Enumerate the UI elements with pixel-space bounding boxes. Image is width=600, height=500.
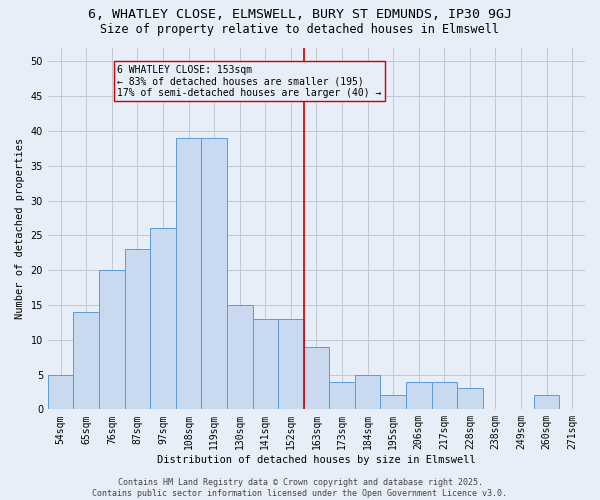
Bar xyxy=(304,346,329,410)
Bar xyxy=(125,250,150,410)
Text: Contains HM Land Registry data © Crown copyright and database right 2025.
Contai: Contains HM Land Registry data © Crown c… xyxy=(92,478,508,498)
X-axis label: Distribution of detached houses by size in Elmswell: Distribution of detached houses by size … xyxy=(157,455,476,465)
Bar xyxy=(431,382,457,409)
Bar xyxy=(202,138,227,409)
Y-axis label: Number of detached properties: Number of detached properties xyxy=(15,138,25,319)
Bar xyxy=(176,138,202,409)
Text: Size of property relative to detached houses in Elmswell: Size of property relative to detached ho… xyxy=(101,22,499,36)
Bar xyxy=(73,312,99,410)
Bar xyxy=(457,388,482,409)
Bar xyxy=(227,305,253,410)
Text: 6, WHATLEY CLOSE, ELMSWELL, BURY ST EDMUNDS, IP30 9GJ: 6, WHATLEY CLOSE, ELMSWELL, BURY ST EDMU… xyxy=(88,8,512,20)
Bar xyxy=(406,382,431,409)
Bar xyxy=(48,374,73,410)
Bar xyxy=(534,396,559,409)
Bar xyxy=(329,382,355,409)
Bar xyxy=(278,319,304,410)
Bar xyxy=(150,228,176,410)
Bar xyxy=(355,374,380,410)
Bar xyxy=(380,396,406,409)
Bar xyxy=(253,319,278,410)
Bar xyxy=(99,270,125,409)
Text: 6 WHATLEY CLOSE: 153sqm
← 83% of detached houses are smaller (195)
17% of semi-d: 6 WHATLEY CLOSE: 153sqm ← 83% of detache… xyxy=(117,65,382,98)
